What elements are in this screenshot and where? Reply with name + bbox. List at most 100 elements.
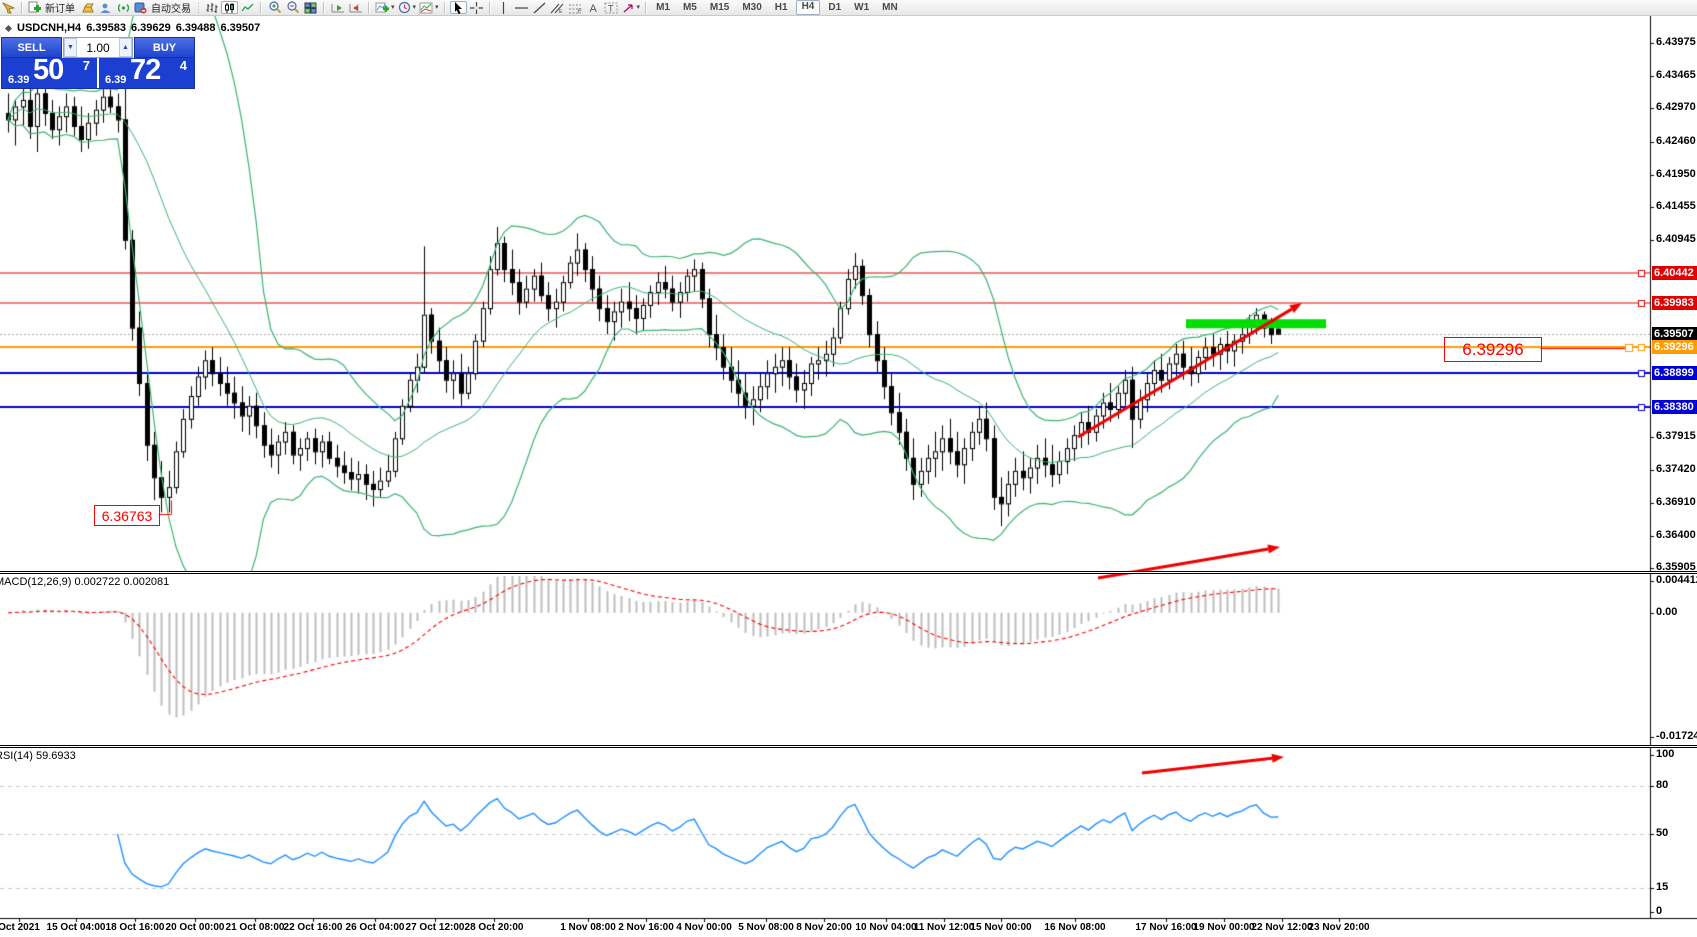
- signals-button[interactable]: [115, 1, 132, 14]
- volume-increase-button[interactable]: ▲: [119, 38, 132, 57]
- line-chart-button[interactable]: [239, 1, 256, 14]
- cursor-tool-button[interactable]: [449, 1, 467, 14]
- timeframe-d1[interactable]: D1: [828, 2, 842, 13]
- zoom-in-icon: [268, 1, 281, 14]
- clipped-toolbar-icon[interactable]: [0, 1, 17, 14]
- timeframe-m5[interactable]: M5: [682, 2, 697, 13]
- open-value: 6.39583: [86, 22, 126, 34]
- channel-icon: E: [550, 3, 564, 14]
- autotrading-label: 自动交易: [151, 4, 191, 15]
- community-button[interactable]: [97, 1, 114, 14]
- horizontal-line-icon: [514, 6, 528, 9]
- timeframe-mn[interactable]: MN: [882, 2, 898, 13]
- zoom-out-button[interactable]: [284, 1, 301, 14]
- toolbar: 新订单 自动交易: [0, 0, 1697, 16]
- vertical-line-icon: [502, 1, 504, 14]
- timeframe-h1[interactable]: H1: [774, 2, 788, 13]
- macd-panel-separator[interactable]: [0, 571, 1697, 574]
- rsi-panel-separator[interactable]: [0, 745, 1697, 748]
- equidistant-channel-tool[interactable]: E: [549, 1, 566, 14]
- one-click-trading-panel: SELL ▼ 1.00 ▲ BUY 6.39 50 7 6.39 72 4: [1, 37, 195, 89]
- timeframe-m1[interactable]: M1: [656, 2, 670, 13]
- arrows-tool[interactable]: ▾: [621, 1, 642, 14]
- line-chart-icon: [241, 3, 254, 11]
- buy-price-pip: 4: [179, 58, 187, 73]
- chart-ohlc-header: USDCNH,H4 6.39583 6.39629 6.39488 6.3950…: [4, 22, 261, 34]
- candlestick-chart-icon: [225, 2, 234, 13]
- trendline-icon: [533, 2, 545, 13]
- symbol-marker-icon: [4, 24, 13, 32]
- signals-icon: [117, 3, 130, 12]
- text-icon: A: [589, 3, 597, 14]
- buy-price-big: 72: [130, 54, 161, 86]
- autotrading-button[interactable]: 自动交易: [133, 1, 194, 15]
- toolbar-separator: [260, 1, 262, 14]
- buy-button[interactable]: BUY: [134, 37, 195, 58]
- fibonacci-tool[interactable]: F: [567, 1, 584, 14]
- new-order-icon: [28, 1, 41, 13]
- candlestick-chart-button[interactable]: [221, 1, 238, 14]
- auto-scroll-icon: [331, 3, 344, 12]
- fibonacci-icon: F: [569, 4, 582, 14]
- toolbar-separator: [645, 1, 648, 14]
- chart-shift-button[interactable]: [347, 1, 364, 14]
- symbol-period-label: USDCNH,H4: [17, 22, 82, 34]
- new-order-button[interactable]: 新订单: [27, 1, 78, 15]
- timeframe-h4[interactable]: H4: [795, 0, 821, 15]
- zoom-out-icon: [286, 1, 299, 14]
- annotation-low-price-label[interactable]: 6.36763: [94, 505, 160, 526]
- periods-button[interactable]: ▾: [397, 1, 418, 14]
- low-value: 6.39488: [175, 22, 216, 34]
- timeframe-group: M1 M5 M15 M30 H1 H4 D1 W1 MN: [651, 0, 903, 15]
- text-label-tool[interactable]: T: [603, 1, 620, 14]
- horizontal-line-tool[interactable]: [513, 1, 530, 14]
- crosshair-tool-button[interactable]: [468, 1, 485, 14]
- timeframe-w1[interactable]: W1: [854, 2, 870, 13]
- crosshair-icon: [469, 1, 483, 14]
- sell-price-display[interactable]: 6.39 50 7: [2, 54, 97, 88]
- autotrading-icon: [134, 2, 147, 13]
- vertical-line-tool[interactable]: [495, 1, 512, 14]
- zoom-in-button[interactable]: [266, 1, 283, 14]
- text-label-icon: T: [604, 2, 618, 13]
- indicators-icon: [375, 2, 389, 13]
- auto-scroll-button[interactable]: [329, 1, 346, 14]
- periods-dropdown-caret[interactable]: ▾: [412, 4, 417, 11]
- arrows-dropdown-caret[interactable]: ▾: [636, 4, 641, 11]
- sell-price-pip: 7: [82, 58, 90, 73]
- svg-text:T: T: [608, 3, 614, 13]
- close-value: 6.39507: [220, 22, 261, 34]
- volume-decrease-button[interactable]: ▼: [64, 38, 77, 57]
- svg-text:E: E: [559, 9, 563, 14]
- high-value: 6.39629: [130, 22, 171, 34]
- indicators-dropdown-caret[interactable]: ▾: [391, 4, 395, 11]
- buy-price-display[interactable]: 6.39 72 4: [97, 54, 194, 88]
- svg-text:F: F: [578, 9, 582, 14]
- tile-windows-icon: [304, 2, 317, 13]
- svg-text:A: A: [589, 3, 597, 14]
- sell-button[interactable]: SELL: [1, 37, 62, 58]
- toolbar-separator: [21, 1, 23, 14]
- sell-price-big: 50: [33, 54, 64, 86]
- text-tool[interactable]: A: [585, 1, 602, 14]
- chart-profiles-button[interactable]: [79, 1, 96, 14]
- toolbar-grip: [197, 2, 200, 13]
- timeframe-m30[interactable]: M30: [742, 2, 762, 13]
- templates-dropdown-caret[interactable]: ▾: [435, 4, 439, 11]
- tile-windows-button[interactable]: [302, 1, 319, 14]
- templates-icon: [419, 2, 433, 13]
- indicators-button[interactable]: ▾: [374, 1, 396, 14]
- toolbar-separator: [443, 1, 446, 14]
- cursor-icon: [454, 1, 462, 14]
- periods-clock-icon: [398, 1, 410, 14]
- annotation-resistance-price-label[interactable]: 6.39296: [1444, 337, 1542, 362]
- bar-chart-button[interactable]: [203, 1, 220, 14]
- timeframe-m15[interactable]: M15: [709, 2, 730, 13]
- templates-button[interactable]: ▾: [418, 1, 440, 14]
- volume-input[interactable]: 1.00: [86, 40, 110, 55]
- bar-chart-icon: [206, 2, 218, 13]
- profiles-icon: [81, 3, 94, 12]
- trendline-tool[interactable]: [531, 1, 548, 14]
